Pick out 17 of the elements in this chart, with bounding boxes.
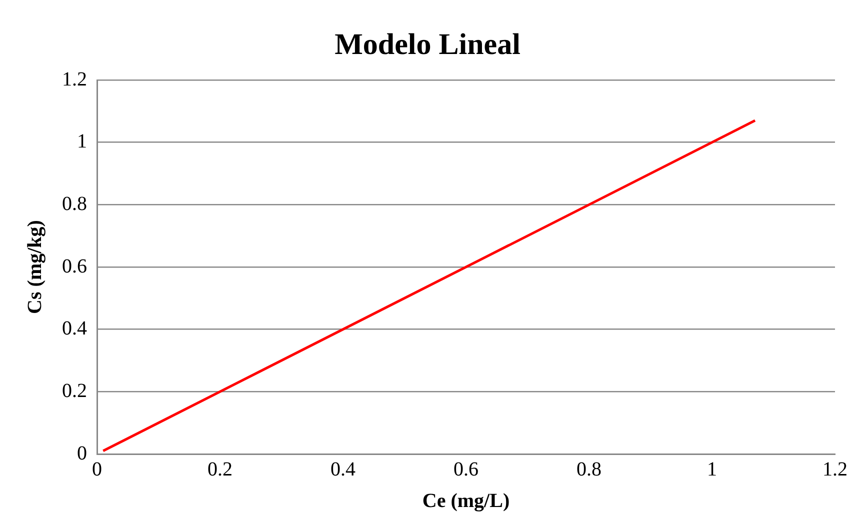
x-tick-label: 0.4 (330, 458, 356, 480)
chart-title: Modelo Lineal (334, 28, 520, 61)
y-tick-label: 0.4 (62, 318, 87, 340)
x-tick-label: 0 (92, 458, 102, 480)
y-tick-label: 0.8 (62, 192, 87, 215)
x-tick-label: 0.2 (208, 458, 232, 480)
y-tick-label: 0.2 (62, 380, 87, 402)
x-axis-title: Ce (mg/L) (422, 490, 510, 512)
y-tick-label: 1 (77, 130, 87, 153)
x-tick-label: 0.6 (454, 458, 478, 480)
y-tick-label: 0.6 (62, 255, 87, 278)
x-tick-label: 1 (707, 458, 717, 480)
y-tick-label: 0 (77, 442, 87, 464)
y-tick-label: 1.2 (62, 68, 87, 90)
y-axis-title: Cs (mg/kg) (24, 220, 46, 314)
x-tick-label: 0.8 (576, 458, 602, 480)
x-tick-label: 1.2 (822, 458, 848, 480)
